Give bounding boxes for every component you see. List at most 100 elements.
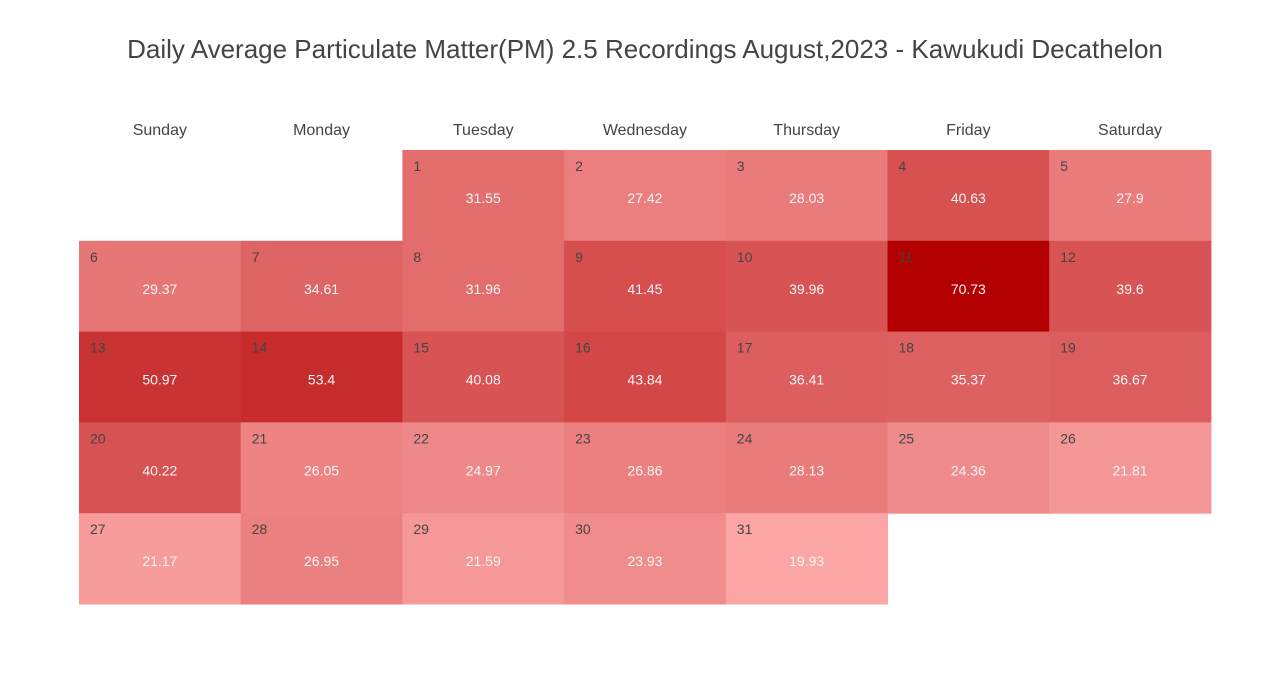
- value-label: 27.42: [627, 190, 662, 206]
- value-label: 23.93: [627, 553, 662, 569]
- value-label: 31.55: [466, 190, 501, 206]
- heatmap-cell[interactable]: 24 28.13: [725, 422, 888, 514]
- day-number-label: 3: [737, 158, 745, 174]
- heatmap-cell[interactable]: 12 39.6: [1049, 240, 1212, 333]
- value-label: 26.95: [304, 553, 339, 569]
- heatmap-cell[interactable]: 30 23.93: [564, 513, 727, 605]
- value-label: 19.93: [789, 553, 824, 569]
- heatmap-cell[interactable]: 25 24.36: [887, 422, 1050, 514]
- value-label: 40.22: [142, 462, 177, 478]
- heatmap-cell[interactable]: 26 21.81: [1049, 422, 1212, 514]
- weekday-label: Friday: [946, 122, 990, 139]
- day-number-label: 7: [252, 249, 260, 265]
- cell-rect: [564, 513, 727, 605]
- heatmap-cell[interactable]: 227.42: [564, 150, 727, 242]
- cell-rect: [725, 513, 888, 605]
- heatmap-cells: 131.55227.42328.03440.63527.9629.37734.6…: [79, 150, 1212, 605]
- chart-title: Daily Average Particulate Matter(PM) 2.5…: [127, 34, 1163, 64]
- heatmap-cell[interactable]: 15 40.08: [402, 331, 565, 423]
- heatmap-cell[interactable]: 831.96: [402, 240, 565, 333]
- weekday-label: Thursday: [773, 122, 840, 139]
- value-label: 53.4: [308, 372, 335, 388]
- cell-rect: [564, 240, 727, 333]
- day-number-label: 31: [737, 521, 753, 537]
- day-number-label: 22: [413, 430, 429, 446]
- heatmap-cell[interactable]: 20 40.22: [79, 422, 242, 514]
- cell-rect: [1049, 150, 1212, 242]
- heatmap-cell[interactable]: 18 35.37: [887, 331, 1050, 423]
- weekday-label: Wednesday: [603, 122, 687, 139]
- day-number-label: 16: [575, 340, 591, 356]
- cell-rect: [1049, 240, 1212, 333]
- heatmap-cell[interactable]: 13 50.97: [79, 331, 242, 423]
- heatmap-cell[interactable]: 941.45: [564, 240, 727, 333]
- heatmap-cell[interactable]: 21 26.05: [240, 422, 403, 514]
- heatmap-cell[interactable]: 17 36.41: [725, 331, 888, 423]
- cell-rect: [240, 513, 403, 605]
- heatmap-cell[interactable]: 10 39.96: [725, 240, 888, 333]
- cell-rect: [402, 513, 565, 605]
- cell-rect: [79, 240, 242, 333]
- value-label: 26.05: [304, 462, 339, 478]
- cell-rect: [887, 422, 1050, 514]
- heatmap-cell[interactable]: 11 70.73: [887, 240, 1050, 333]
- day-number-label: 12: [1060, 249, 1076, 265]
- heatmap-cell[interactable]: 131.55: [402, 150, 565, 242]
- heatmap-cell[interactable]: 734.61: [240, 240, 403, 333]
- heatmap-cell[interactable]: 27 21.17: [79, 513, 242, 605]
- cell-rect: [1049, 331, 1212, 423]
- heatmap-cell[interactable]: 527.9: [1049, 150, 1212, 242]
- day-number-label: 24: [737, 430, 753, 446]
- value-label: 35.37: [951, 372, 986, 388]
- heatmap-cell[interactable]: 16 43.84: [564, 331, 727, 423]
- value-label: 36.67: [1113, 372, 1148, 388]
- heatmap-cell[interactable]: 328.03: [725, 150, 888, 242]
- day-number-label: 10: [737, 249, 753, 265]
- value-label: 41.45: [627, 281, 662, 297]
- day-number-label: 21: [252, 430, 268, 446]
- day-number-label: 15: [413, 340, 429, 356]
- day-number-label: 20: [90, 430, 106, 446]
- cell-rect: [79, 331, 242, 423]
- heatmap-cell[interactable]: 19 36.67: [1049, 331, 1212, 423]
- cell-rect: [725, 150, 888, 242]
- day-number-label: 23: [575, 430, 591, 446]
- heatmap-cell[interactable]: 22 24.97: [402, 422, 565, 514]
- cell-rect: [564, 422, 727, 514]
- value-label: 34.61: [304, 281, 339, 297]
- heatmap-cell[interactable]: 629.37: [79, 240, 242, 333]
- cell-rect: [79, 422, 242, 514]
- value-label: 43.84: [627, 372, 662, 388]
- value-label: 39.6: [1116, 281, 1143, 297]
- value-label: 21.17: [142, 553, 177, 569]
- value-label: 40.08: [466, 372, 501, 388]
- value-label: 28.13: [789, 462, 824, 478]
- cell-rect: [240, 331, 403, 423]
- day-number-label: 30: [575, 521, 591, 537]
- day-number-label: 4: [899, 158, 907, 174]
- weekday-label: Sunday: [133, 122, 187, 139]
- value-label: 36.41: [789, 372, 824, 388]
- cell-rect: [402, 240, 565, 333]
- cell-rect: [402, 422, 565, 514]
- weekday-header-row: Sunday Monday Tuesday Wednesday Thursday Frid…: [133, 122, 1162, 139]
- heatmap-cell[interactable]: 440.63: [887, 150, 1050, 242]
- heatmap-cell[interactable]: 28 26.95: [240, 513, 403, 605]
- heatmap-cell[interactable]: 31 19.93: [725, 513, 888, 605]
- heatmap-cell[interactable]: 23 26.86: [564, 422, 727, 514]
- heatmap-cell[interactable]: 29 21.59: [402, 513, 565, 605]
- cell-rect: [887, 240, 1050, 333]
- day-number-label: 6: [90, 249, 98, 265]
- cell-rect: [402, 150, 565, 242]
- day-number-label: 17: [737, 340, 753, 356]
- value-label: 28.03: [789, 190, 824, 206]
- cell-rect: [402, 331, 565, 423]
- cell-rect: [564, 150, 727, 242]
- cell-rect: [887, 331, 1050, 423]
- value-label: 21.59: [466, 553, 501, 569]
- heatmap-cell[interactable]: 14 53.4: [240, 331, 403, 423]
- weekday-label: Monday: [293, 122, 350, 139]
- cell-rect: [240, 422, 403, 514]
